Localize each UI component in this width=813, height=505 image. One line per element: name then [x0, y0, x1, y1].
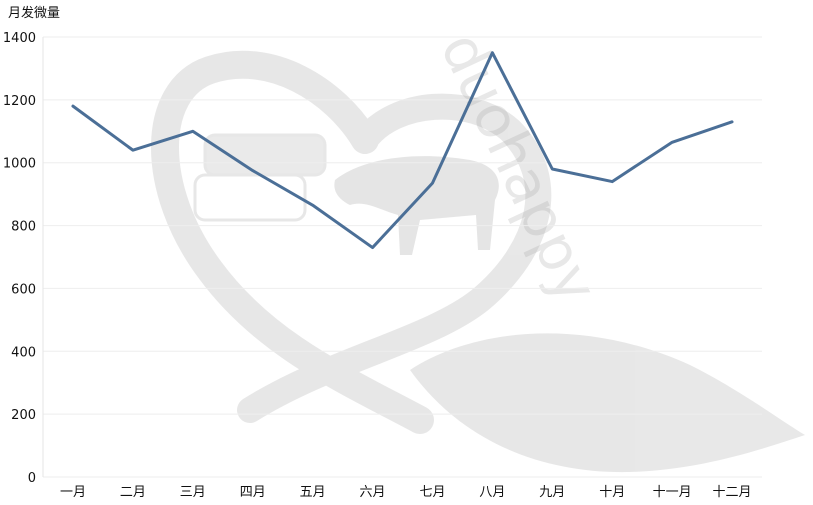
y-tick-label: 1000	[3, 157, 36, 172]
x-tick-label: 十月	[599, 485, 625, 500]
watermark-heart-shape-right	[237, 93, 552, 423]
series-line	[71, 51, 734, 250]
y-axis-title: 月发微量	[8, 5, 60, 21]
y-tick-label: 200	[11, 408, 36, 423]
x-tick-label: 四月	[240, 485, 266, 500]
y-tick-label: 600	[11, 282, 36, 297]
x-tick-label: 二月	[120, 485, 146, 500]
y-tick-label: 1400	[3, 31, 36, 46]
y-tick-label: 1200	[3, 94, 36, 109]
watermark-books-icon	[193, 133, 327, 222]
watermark-heart-shape	[151, 50, 434, 434]
x-tick-label: 八月	[479, 485, 505, 500]
x-tick-label: 一月	[60, 485, 86, 500]
y-tick-label: 800	[11, 220, 36, 235]
watermark-logo	[151, 50, 805, 473]
watermark-leaf-shape	[410, 333, 805, 473]
x-tick-label: 十二月	[713, 485, 752, 500]
x-tick-label: 六月	[360, 485, 386, 500]
x-tick-label: 三月	[180, 485, 206, 500]
y-tick-label: 400	[11, 345, 36, 360]
x-tick-label: 九月	[539, 485, 565, 500]
y-tick-label: 0	[28, 471, 36, 486]
x-tick-label: 五月	[300, 485, 326, 500]
x-tick-label: 十一月	[653, 485, 692, 500]
watermark-cow-icon	[334, 156, 499, 255]
x-tick-label: 七月	[419, 485, 445, 500]
plot-area: 0 200 400 600 800 1000 1200 1400 一月 二月 三月 四月 五月 六月 七月 八…	[3, 31, 762, 500]
